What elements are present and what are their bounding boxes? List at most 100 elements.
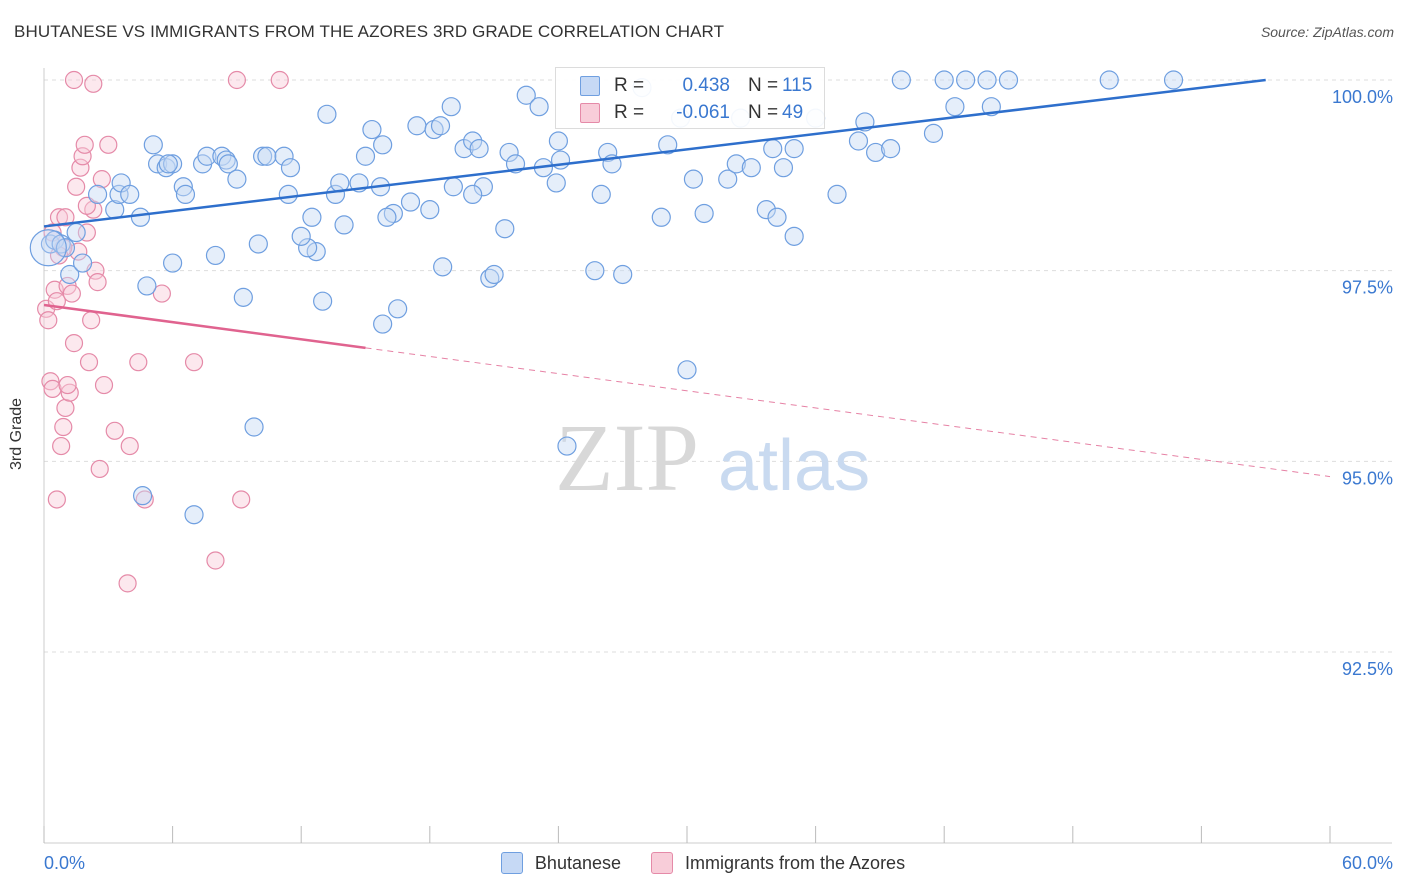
data-point-bhutanese — [767, 207, 787, 227]
data-point-bhutanese — [546, 173, 566, 193]
data-point-azores — [184, 353, 204, 372]
data-point-bhutanese — [227, 169, 247, 189]
x-tick-label: 60.0% — [1342, 853, 1393, 873]
tick-labels: 100.0% 97.5% 95.0% 92.5% 0.0% 60.0% — [44, 87, 1393, 873]
data-point-bhutanese — [87, 184, 108, 204]
data-point-bhutanese — [484, 264, 504, 285]
data-point-bhutanese — [377, 207, 397, 227]
data-point-bhutanese — [945, 97, 965, 117]
data-point-bhutanese — [726, 154, 746, 174]
data-point-azores — [90, 459, 109, 479]
correlation-legend: R = 0.438 N = 115 R = -0.061 N = 49 — [555, 67, 825, 129]
data-point-bhutanese — [197, 146, 217, 166]
data-point-bhutanese — [934, 70, 954, 90]
trend-lines — [43, 78, 1331, 478]
chart-title: BHUTANESE VS IMMIGRANTS FROM THE AZORES … — [14, 22, 725, 41]
legend-r-value: -0.061 — [676, 102, 730, 123]
data-point-azores — [43, 379, 62, 398]
data-point-bhutanese — [130, 207, 151, 227]
data-point-bhutanese — [683, 169, 704, 189]
y-axis-label: 3rd Grade — [8, 397, 25, 470]
data-point-azores — [94, 375, 114, 395]
data-point-azores — [79, 353, 99, 372]
data-point-bhutanese — [658, 135, 678, 155]
data-point-bhutanese — [184, 505, 204, 525]
watermark: ZIP atlas — [555, 404, 870, 511]
series-azores-points — [37, 70, 289, 593]
legend-swatch-blue — [500, 852, 523, 874]
legend-item-bhutanese[interactable]: Bhutanese — [500, 852, 621, 874]
data-point-bhutanese — [694, 203, 714, 224]
data-point-bhutanese — [291, 226, 311, 246]
data-point-bhutanese — [433, 257, 453, 277]
data-point-bhutanese — [388, 299, 408, 319]
watermark-zip: ZIP — [555, 404, 699, 511]
trend-line-bhutanese — [43, 78, 1266, 228]
data-point-bhutanese — [313, 291, 333, 311]
axes — [43, 68, 1392, 844]
data-point-bhutanese — [278, 184, 298, 204]
data-point-bhutanese — [233, 287, 253, 307]
data-point-bhutanese — [613, 264, 633, 285]
data-point-bhutanese — [109, 184, 129, 204]
data-point-bhutanese — [677, 360, 697, 380]
data-point-bhutanese — [441, 97, 461, 117]
legend-label-azores: Immigrants from the Azores — [685, 852, 906, 873]
data-point-azores — [56, 208, 75, 227]
data-point-azores — [92, 170, 111, 189]
data-point-bhutanese — [244, 417, 264, 437]
data-point-bhutanese — [430, 116, 451, 136]
data-point-bhutanese — [1163, 70, 1184, 90]
data-point-bhutanese — [334, 215, 354, 235]
data-point-bhutanese — [866, 142, 886, 163]
data-point-bhutanese — [591, 184, 611, 204]
data-point-bhutanese — [400, 192, 421, 212]
data-point-bhutanese — [773, 158, 794, 178]
legend-swatch-pink — [651, 852, 673, 874]
data-point-bhutanese — [651, 207, 671, 227]
data-point-bhutanese — [848, 131, 869, 151]
data-point-bhutanese — [158, 154, 178, 174]
legend-n-value: 115 — [782, 75, 813, 96]
data-point-azores — [135, 490, 154, 509]
data-point-bhutanese — [205, 245, 226, 266]
data-point-bhutanese — [784, 226, 804, 246]
data-point-bhutanese — [274, 146, 294, 166]
data-point-azores — [232, 490, 251, 509]
legend-r-label: R = — [614, 102, 645, 123]
data-point-bhutanese — [1099, 70, 1119, 90]
data-point-bhutanese — [407, 116, 427, 136]
data-point-bhutanese — [469, 139, 489, 159]
data-point-bhutanese — [956, 70, 976, 90]
source-label: Source: ZipAtlas.com — [1260, 24, 1394, 40]
legend-row-azores: R = -0.061 N = 49 — [580, 100, 803, 126]
data-point-azores — [71, 158, 90, 177]
x-tick-label: 0.0% — [44, 853, 85, 873]
data-point-bhutanese — [499, 142, 519, 163]
data-point-bhutanese — [529, 97, 549, 117]
data-point-bhutanese — [248, 234, 268, 254]
data-point-bhutanese — [443, 177, 463, 197]
data-point-bhutanese — [72, 253, 93, 273]
data-point-bhutanese — [463, 184, 483, 204]
data-point-azores — [77, 223, 96, 242]
data-point-bhutanese — [756, 200, 776, 220]
data-point-azores — [120, 436, 139, 456]
legend-swatch-pink — [580, 103, 600, 123]
series-legend: Bhutanese Immigrants from the Azores — [0, 852, 1406, 874]
data-point-bhutanese — [163, 253, 183, 273]
data-point-bhutanese — [317, 104, 337, 124]
data-point-bhutanese — [473, 177, 493, 197]
legend-item-azores[interactable]: Immigrants from the Azores — [651, 852, 905, 874]
data-point-bhutanese — [998, 70, 1019, 90]
data-point-azores — [129, 353, 148, 372]
trend-line-azores-extension — [365, 347, 1331, 478]
data-point-bhutanese — [253, 146, 273, 166]
data-point-azores — [67, 177, 86, 196]
data-point-bhutanese — [55, 238, 76, 258]
data-point-bhutanese — [373, 314, 393, 334]
data-point-azores — [52, 436, 71, 456]
data-point-azores — [88, 273, 107, 292]
y-tick-label: 92.5% — [1342, 659, 1393, 679]
